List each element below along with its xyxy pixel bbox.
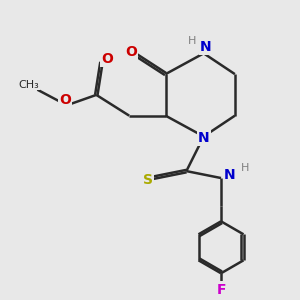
Text: H: H <box>188 36 196 46</box>
Text: H: H <box>241 163 249 172</box>
Text: N: N <box>198 131 209 145</box>
Text: CH₃: CH₃ <box>18 80 39 89</box>
Text: N: N <box>224 168 236 182</box>
Text: O: O <box>59 93 71 107</box>
Text: O: O <box>125 45 137 58</box>
Text: F: F <box>216 283 226 297</box>
Text: N: N <box>200 40 211 54</box>
Text: O: O <box>101 52 112 65</box>
Text: S: S <box>143 173 153 187</box>
